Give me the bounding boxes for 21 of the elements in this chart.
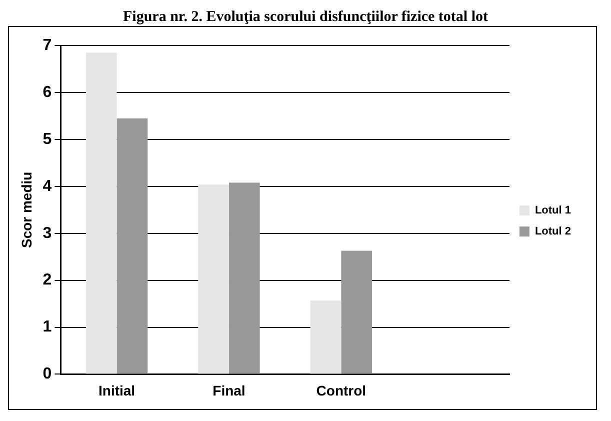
y-tick-label: 5 xyxy=(42,130,52,148)
y-tick-label: 3 xyxy=(42,224,52,242)
bar xyxy=(341,250,372,374)
y-tick-label: 4 xyxy=(42,178,52,195)
x-tick-label: Control xyxy=(316,382,366,398)
x-tick-label: Initial xyxy=(98,382,136,398)
y-tick-label: 1 xyxy=(42,318,52,336)
bar xyxy=(310,300,342,374)
legend-label: Lotul 2 xyxy=(534,226,572,238)
legend-label: Lotul 1 xyxy=(534,204,572,217)
y-tick-label: 6 xyxy=(42,84,52,101)
bar xyxy=(228,182,260,374)
y-axis-title: Scor mediu xyxy=(18,172,34,248)
bar xyxy=(116,118,148,374)
y-tick-label: 7 xyxy=(42,37,52,54)
y-tick-label: 2 xyxy=(42,272,52,289)
y-tick-label: 0 xyxy=(42,366,52,383)
bar xyxy=(86,52,117,374)
x-tick-label: Final xyxy=(212,382,246,398)
chart-title: Figura nr. 2. Evoluţia scorului disfuncţiilor fizice total lot xyxy=(122,8,489,26)
bar xyxy=(198,184,229,374)
